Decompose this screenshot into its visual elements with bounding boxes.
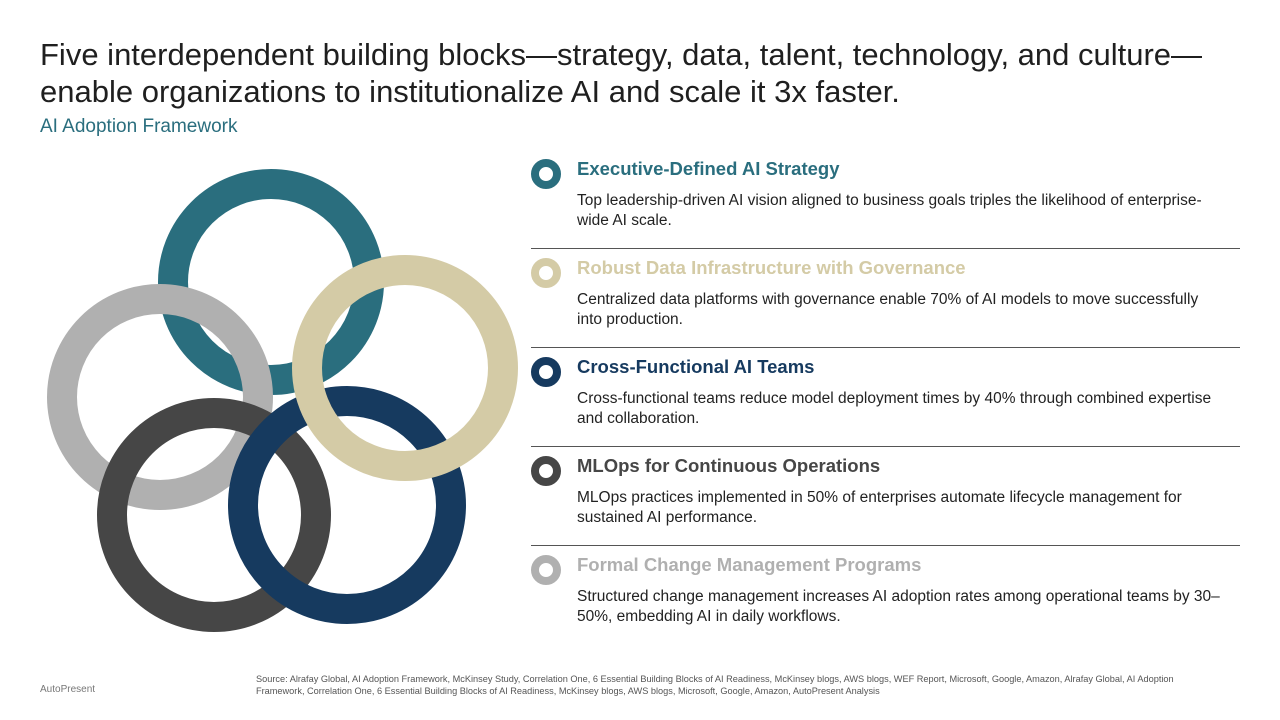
source-note: Source: Alrafay Global, AI Adoption Fram… bbox=[256, 674, 1174, 696]
block-item-1: Executive-Defined AI Strategy Top leader… bbox=[531, 150, 1240, 249]
block-item-5: Formal Change Management Programs Struct… bbox=[531, 546, 1240, 645]
interlocking-rings-diagram bbox=[47, 169, 518, 632]
ring-beige bbox=[292, 255, 518, 481]
slide-subtitle: AI Adoption Framework bbox=[40, 116, 238, 137]
block-text: Cross-functional teams reduce model depl… bbox=[577, 390, 1212, 427]
circle-bullet-icon bbox=[531, 159, 561, 189]
block-text: MLOps practices implemented in 50% of en… bbox=[577, 489, 1182, 526]
ring-lightgray bbox=[47, 284, 273, 510]
block-text: Structured change management increases A… bbox=[577, 588, 1220, 625]
circle-bullet-icon bbox=[531, 258, 561, 288]
block-text: Top leadership-driven AI vision aligned … bbox=[577, 192, 1202, 229]
block-item-2: Robust Data Infrastructure with Governan… bbox=[531, 249, 1240, 348]
brand-label: AutoPresent bbox=[40, 684, 96, 695]
block-heading: Cross-Functional AI Teams bbox=[577, 356, 815, 377]
circle-bullet-icon bbox=[531, 357, 561, 387]
slide-title: Five interdependent building blocks—stra… bbox=[40, 37, 1203, 109]
block-heading: Executive-Defined AI Strategy bbox=[577, 158, 840, 179]
ring-navy bbox=[228, 386, 466, 624]
block-heading: MLOps for Continuous Operations bbox=[577, 455, 881, 476]
block-text: Centralized data platforms with governan… bbox=[577, 291, 1199, 328]
block-item-4: MLOps for Continuous Operations MLOps pr… bbox=[531, 447, 1240, 546]
block-item-3: Cross-Functional AI Teams Cross-function… bbox=[531, 348, 1240, 447]
circle-bullet-icon bbox=[531, 555, 561, 585]
block-heading: Formal Change Management Programs bbox=[577, 554, 922, 575]
ring-charcoal bbox=[97, 398, 331, 632]
building-blocks-list: Executive-Defined AI Strategy Top leader… bbox=[531, 150, 1240, 645]
circle-bullet-icon bbox=[531, 456, 561, 486]
block-heading: Robust Data Infrastructure with Governan… bbox=[577, 257, 966, 278]
